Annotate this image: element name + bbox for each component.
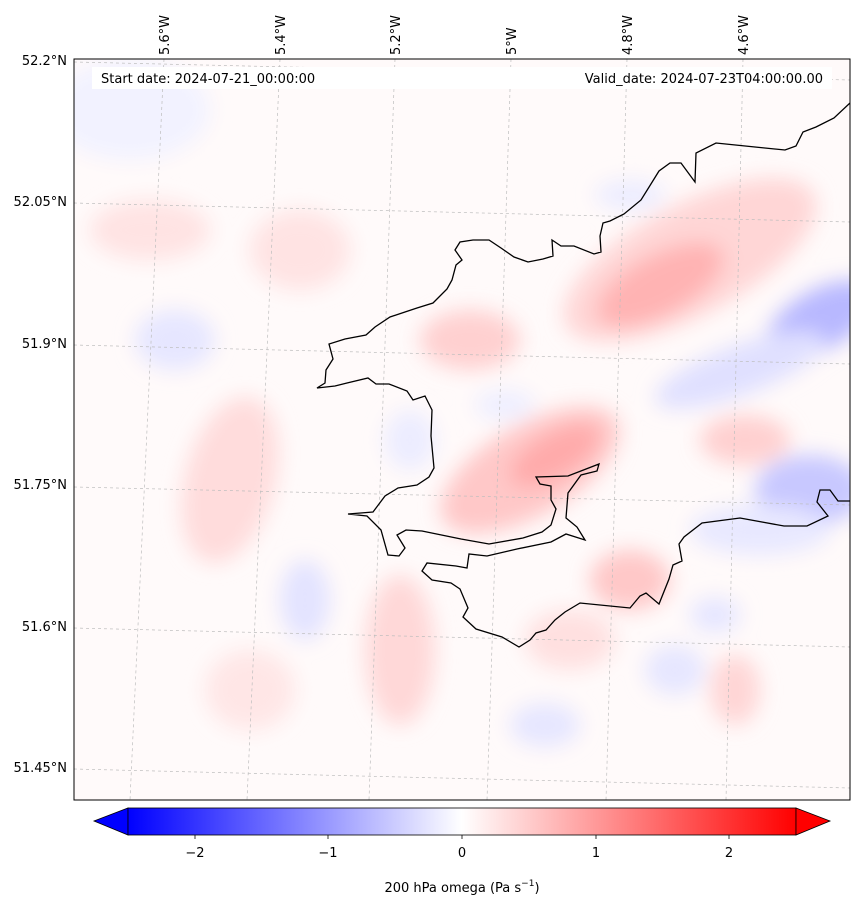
colorbar-label: 200 hPa omega (Pa s−1) bbox=[384, 879, 539, 896]
map-panel: Start date: 2024-07-21_00:00:00 Valid_da… bbox=[73, 58, 851, 801]
lon-label: 5.4°W bbox=[274, 15, 289, 55]
coastline bbox=[316, 102, 850, 648]
lon-label: 5.2°W bbox=[389, 15, 404, 55]
colorbar: −2 −1 0 1 2 200 hPa omega (Pa s−1) bbox=[92, 807, 832, 896]
lat-label: 51.9°N bbox=[22, 337, 67, 352]
map-frame bbox=[73, 58, 851, 801]
gridlines bbox=[74, 59, 850, 800]
lon-label: 4.8°W bbox=[621, 15, 636, 55]
colorbar-high-extend bbox=[795, 807, 832, 836]
lon-labels: 5.6°W 5.4°W 5.2°W 5°W 4.8°W 4.6°W bbox=[158, 15, 752, 55]
colorbar-tick-label: 1 bbox=[592, 846, 600, 861]
lat-label: 51.45°N bbox=[14, 761, 67, 776]
lon-label: 5.6°W bbox=[158, 15, 173, 55]
colorbar-ticks bbox=[194, 835, 730, 839]
header-box bbox=[92, 67, 832, 89]
colorbar-low-extend bbox=[92, 807, 129, 836]
lon-label: 5°W bbox=[505, 27, 520, 55]
colorbar-tick-label: −1 bbox=[318, 846, 337, 861]
colorbar-tick-label: 2 bbox=[725, 846, 733, 861]
omega-field bbox=[74, 60, 850, 747]
colorbar-bar bbox=[127, 807, 797, 836]
lat-label: 51.75°N bbox=[14, 478, 67, 493]
colorbar-tick-label: 0 bbox=[458, 846, 466, 861]
lat-labels: 52.2°N 52.05°N 51.9°N 51.75°N 51.6°N 51.… bbox=[14, 54, 67, 776]
lat-label: 52.2°N bbox=[22, 54, 67, 69]
lat-label: 52.05°N bbox=[14, 195, 67, 210]
valid-date-text: Valid_date: 2024-07-23T04:00:00.00 bbox=[585, 72, 823, 87]
colorbar-label-exponent: −1 bbox=[521, 879, 534, 889]
lat-label: 51.6°N bbox=[22, 620, 67, 635]
colorbar-tick-label: −2 bbox=[185, 846, 204, 861]
lon-label: 4.6°W bbox=[737, 15, 752, 55]
colorbar-label-text: 200 hPa omega (Pa s bbox=[384, 881, 521, 896]
colorbar-label-close: ) bbox=[534, 881, 539, 896]
start-date-text: Start date: 2024-07-21_00:00:00 bbox=[101, 72, 315, 87]
